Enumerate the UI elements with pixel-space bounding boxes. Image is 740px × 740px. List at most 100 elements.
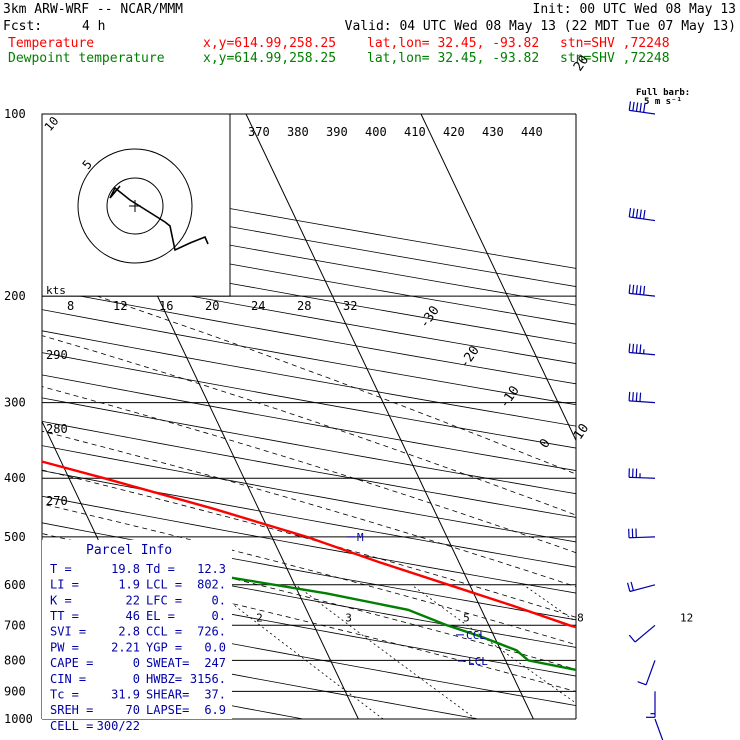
wind-barb-flag bbox=[639, 285, 642, 295]
dewpoint-legend: Dewpoint temperature bbox=[8, 51, 165, 66]
wind-barb-staff bbox=[629, 400, 656, 404]
mixing-ratio-line bbox=[523, 584, 576, 623]
dry-adiabat-line bbox=[0, 114, 18, 732]
init-time: Init: 00 UTC Wed 08 May 13 bbox=[532, 2, 737, 17]
wind-barb-flag bbox=[628, 101, 632, 111]
parcel-row-value: 0. bbox=[212, 593, 226, 607]
wind-barb-flag bbox=[630, 581, 634, 591]
moist-adiabat-line bbox=[42, 386, 576, 554]
parcel-row-value: 70 bbox=[126, 703, 140, 717]
wind-barb-flag bbox=[639, 209, 642, 219]
wind-barb-flag bbox=[628, 284, 631, 294]
pressure-label: 600 bbox=[4, 578, 26, 592]
theta-label: 430 bbox=[482, 125, 504, 139]
parcel-row-value: 31.9 bbox=[111, 687, 140, 701]
pressure-label: 800 bbox=[4, 653, 26, 667]
wind-barb-staff bbox=[628, 476, 656, 479]
hodograph-speed-label: 8 bbox=[67, 299, 74, 313]
mixing-ratio-label: 2 bbox=[256, 611, 263, 624]
wind-barb bbox=[628, 284, 656, 297]
wind-barb-flag bbox=[635, 392, 638, 402]
hodograph-trace bbox=[109, 185, 209, 252]
pressure-label: 400 bbox=[4, 471, 26, 485]
parcel-row-value: 0 bbox=[133, 672, 140, 686]
wind-barb-flag bbox=[635, 208, 639, 219]
theta-label: 440 bbox=[521, 125, 543, 139]
wind-barb-staff bbox=[629, 584, 656, 593]
parcel-row-value: 37. bbox=[204, 687, 226, 701]
wind-barb-flag bbox=[628, 207, 632, 218]
wind-barb-flag bbox=[635, 102, 639, 112]
barb-scale-legend: Full barb: 5 m s⁻¹ bbox=[636, 88, 690, 107]
pressure-label: 700 bbox=[4, 618, 26, 632]
parcel-row-label: TT = bbox=[50, 609, 79, 623]
wind-barb-flag bbox=[635, 285, 638, 295]
moist-adiabat-line bbox=[42, 559, 576, 692]
wind-barb-flag bbox=[639, 392, 642, 402]
dry-adiabat-line bbox=[42, 522, 576, 621]
theta-label: 410 bbox=[404, 125, 426, 139]
annotation-label: CCL bbox=[466, 629, 486, 642]
wind-barb-staff bbox=[629, 351, 656, 356]
wind-barb-staff bbox=[645, 660, 656, 686]
hodograph-ring-inner bbox=[106, 177, 164, 235]
wind-barb bbox=[628, 391, 656, 404]
mixing-ratio-label: 3 bbox=[345, 611, 352, 624]
parcel-row-label: CAPE = bbox=[50, 656, 93, 670]
parcel-row-label: LCL = bbox=[146, 578, 182, 592]
parcel-row-value: 1.9 bbox=[118, 578, 140, 592]
mixing-ratio-line bbox=[295, 584, 477, 719]
parcel-row-value: 2.21 bbox=[111, 640, 140, 654]
wind-barb bbox=[626, 581, 656, 593]
parcel-row-label: LAPSE= bbox=[146, 703, 189, 717]
parcel-row-value: 22 bbox=[126, 593, 140, 607]
parcel-row-value: 6.9 bbox=[204, 703, 226, 717]
parcel-row-label: LI = bbox=[50, 578, 79, 592]
parcel-row-label: CCL = bbox=[146, 625, 182, 639]
wind-barb bbox=[628, 528, 656, 539]
temperature-xy: x,y=614.99,258.25 bbox=[203, 36, 337, 51]
theta-label: 390 bbox=[326, 125, 348, 139]
wind-barb-flag bbox=[635, 344, 638, 354]
sounding-profiles bbox=[42, 460, 576, 672]
hodograph: 5 10 kts bbox=[41, 113, 231, 297]
theta-label-left: 280 bbox=[46, 422, 68, 436]
parcel-row-value: 46 bbox=[126, 609, 140, 623]
dry-adiabat-line bbox=[42, 352, 576, 449]
parcel-row-value: 0 bbox=[133, 656, 140, 670]
pressure-label: 100 bbox=[4, 107, 26, 121]
hodograph-speed-label: 16 bbox=[159, 299, 173, 313]
pressure-label: 200 bbox=[4, 289, 26, 303]
parcel-row-value: 2.8 bbox=[118, 625, 140, 639]
parcel-info-title: Parcel Info bbox=[86, 543, 172, 558]
hodograph-speed-label: 32 bbox=[343, 299, 357, 313]
hodograph-speed-label: 20 bbox=[205, 299, 219, 313]
parcel-row-value: 802. bbox=[197, 578, 226, 592]
parcel-row-label: PW = bbox=[50, 640, 79, 654]
annotation-label: M bbox=[357, 531, 364, 544]
wind-barb-flag bbox=[643, 285, 646, 295]
wind-barbs bbox=[626, 101, 664, 740]
pressure-label: 300 bbox=[4, 396, 26, 410]
parcel-row-value: 0.0 bbox=[204, 640, 226, 654]
wind-barb bbox=[628, 624, 656, 643]
mixing-ratio-line bbox=[625, 585, 740, 719]
parcel-row-label: YGP = bbox=[146, 640, 182, 654]
mixing-ratio-label: 12 bbox=[680, 611, 693, 624]
wind-barb-flag bbox=[639, 102, 642, 112]
wind-barb-flag bbox=[626, 582, 631, 592]
barb-scale-title: Full barb: bbox=[636, 88, 690, 98]
wind-barb-staff bbox=[629, 109, 656, 115]
parcel-row-label: CELL = bbox=[50, 719, 93, 733]
dry-adiabat-line bbox=[42, 268, 576, 364]
isotherm-label: -30 bbox=[417, 303, 443, 331]
temperature-station: stn=SHV ,72248 bbox=[560, 36, 670, 51]
parcel-row-label: SHEAR= bbox=[146, 687, 189, 701]
valid-time: Valid: 04 UTC Wed 08 May 13 (22 MDT Tue … bbox=[344, 19, 736, 34]
wind-barb-flag bbox=[637, 681, 647, 686]
wind-barb-flag bbox=[632, 101, 635, 111]
parcel-row-label: SWEAT= bbox=[146, 656, 189, 670]
parcel-info-background bbox=[42, 539, 232, 719]
wind-barb bbox=[628, 101, 656, 115]
